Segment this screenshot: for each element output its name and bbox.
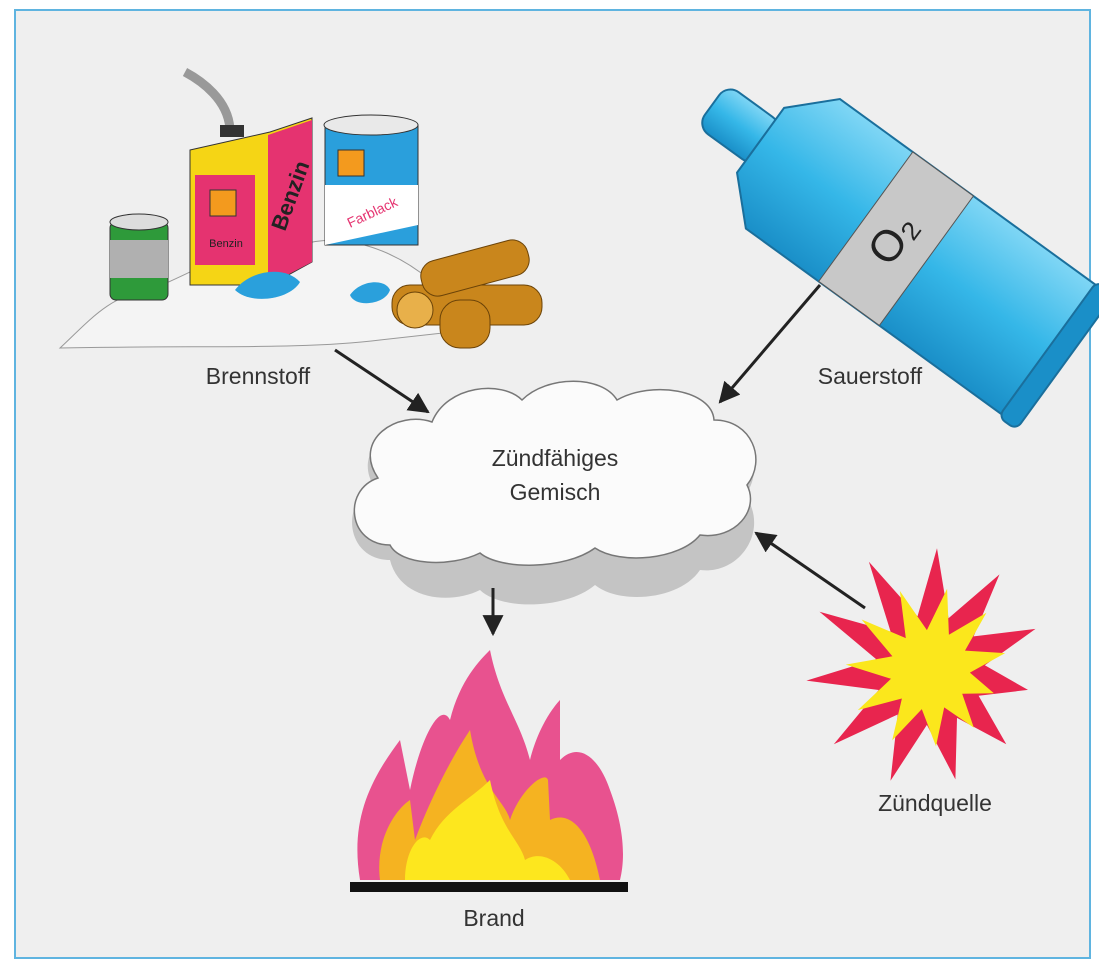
ignition-label: Zündquelle	[878, 790, 992, 816]
fire-label: Brand	[463, 905, 524, 931]
diagram: Benzin Benzin Farblack O₂ Zündfähiges Ge…	[0, 0, 1099, 971]
mixture-label-line2: Gemisch	[510, 479, 601, 505]
canister-front-label: Benzin	[209, 238, 243, 250]
oxygen-label: Sauerstoff	[818, 363, 923, 389]
fuel-label: Brennstoff	[206, 363, 311, 389]
page: {"labels": {"fuel": "Brennstoff", "oxyge…	[0, 0, 1099, 971]
mixture-label-line1: Zündfähiges	[492, 445, 619, 471]
